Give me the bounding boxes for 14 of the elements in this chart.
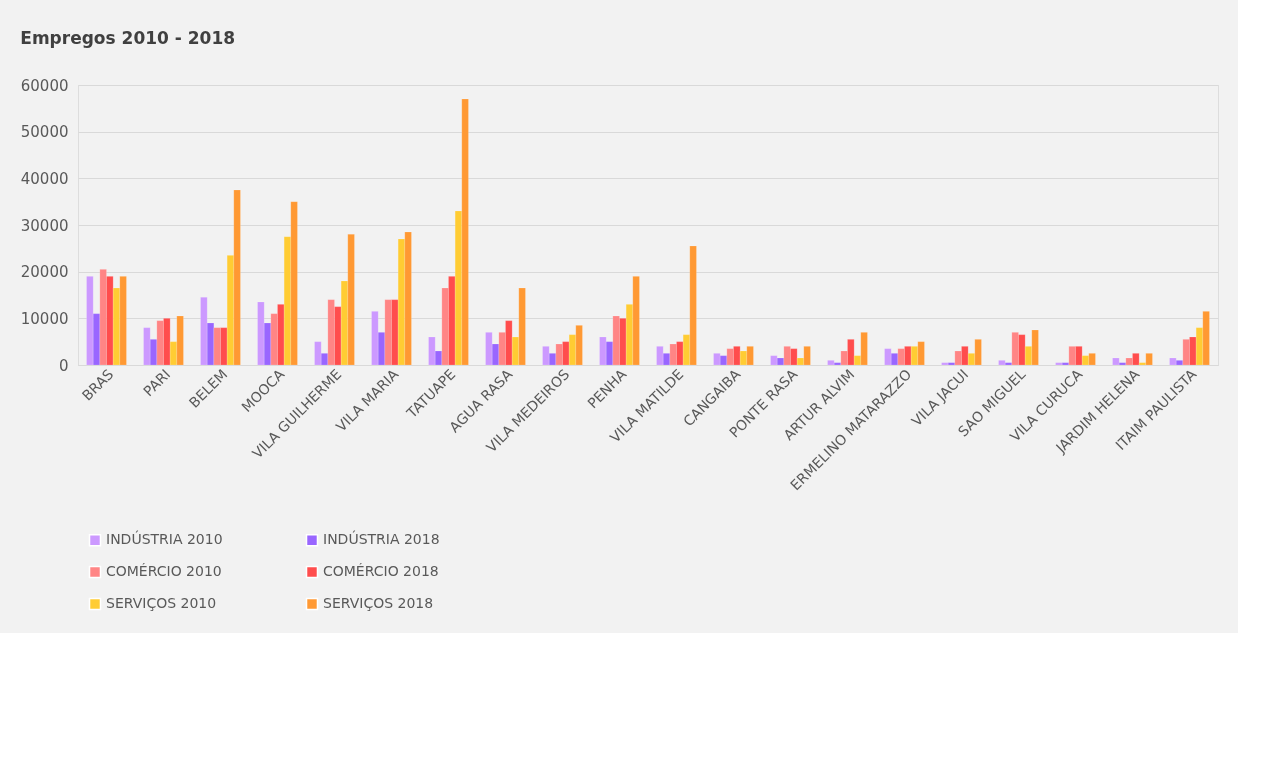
- legend-label: INDÚSTRIA 2018: [323, 530, 440, 548]
- legend-label: COMÉRCIO 2010: [106, 563, 222, 579]
- legend-label: SERVIÇOS 2010: [106, 595, 217, 611]
- y-tick-label: 50000: [20, 123, 69, 142]
- y-tick-label: 60000: [20, 76, 69, 95]
- y-tick-label: 30000: [20, 216, 69, 235]
- legend-label: INDÚSTRIA 2010: [106, 530, 223, 548]
- legend-label: SERVIÇOS 2018: [323, 595, 434, 611]
- y-tick-label: 10000: [20, 309, 69, 328]
- y-tick-label: 20000: [20, 263, 69, 282]
- chart-title: Empregos 2010 - 2018: [20, 28, 236, 48]
- y-tick-label: 0: [58, 356, 69, 375]
- y-tick-label: 40000: [20, 169, 69, 188]
- legend-label: COMÉRCIO 2018: [323, 563, 439, 579]
